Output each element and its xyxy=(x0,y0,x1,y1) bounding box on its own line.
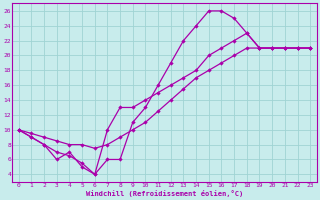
X-axis label: Windchill (Refroidissement éolien,°C): Windchill (Refroidissement éolien,°C) xyxy=(86,190,243,197)
